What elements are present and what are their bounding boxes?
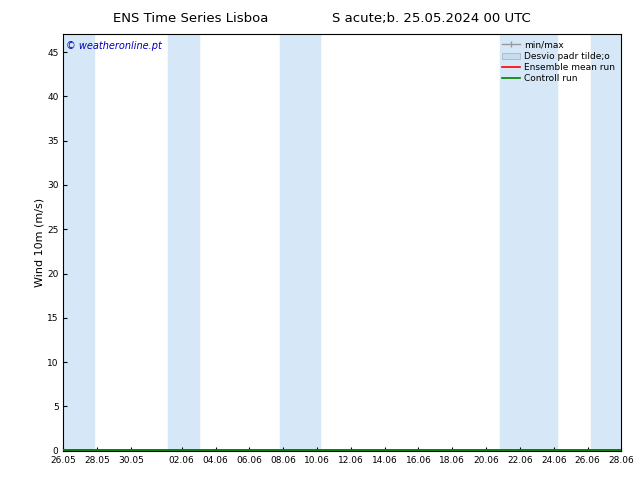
Bar: [500, 34, 557, 451]
Legend: min/max, Desvio padr tilde;o, Ensemble mean run, Controll run: min/max, Desvio padr tilde;o, Ensemble m…: [500, 39, 617, 85]
Bar: [63, 34, 94, 451]
Y-axis label: Wind 10m (m/s): Wind 10m (m/s): [34, 198, 44, 287]
Bar: [168, 34, 198, 451]
Text: © weatheronline.pt: © weatheronline.pt: [66, 41, 162, 50]
Bar: [280, 34, 320, 451]
Text: S acute;b. 25.05.2024 00 UTC: S acute;b. 25.05.2024 00 UTC: [332, 12, 531, 25]
Bar: [591, 34, 621, 451]
Text: ENS Time Series Lisboa: ENS Time Series Lisboa: [112, 12, 268, 25]
